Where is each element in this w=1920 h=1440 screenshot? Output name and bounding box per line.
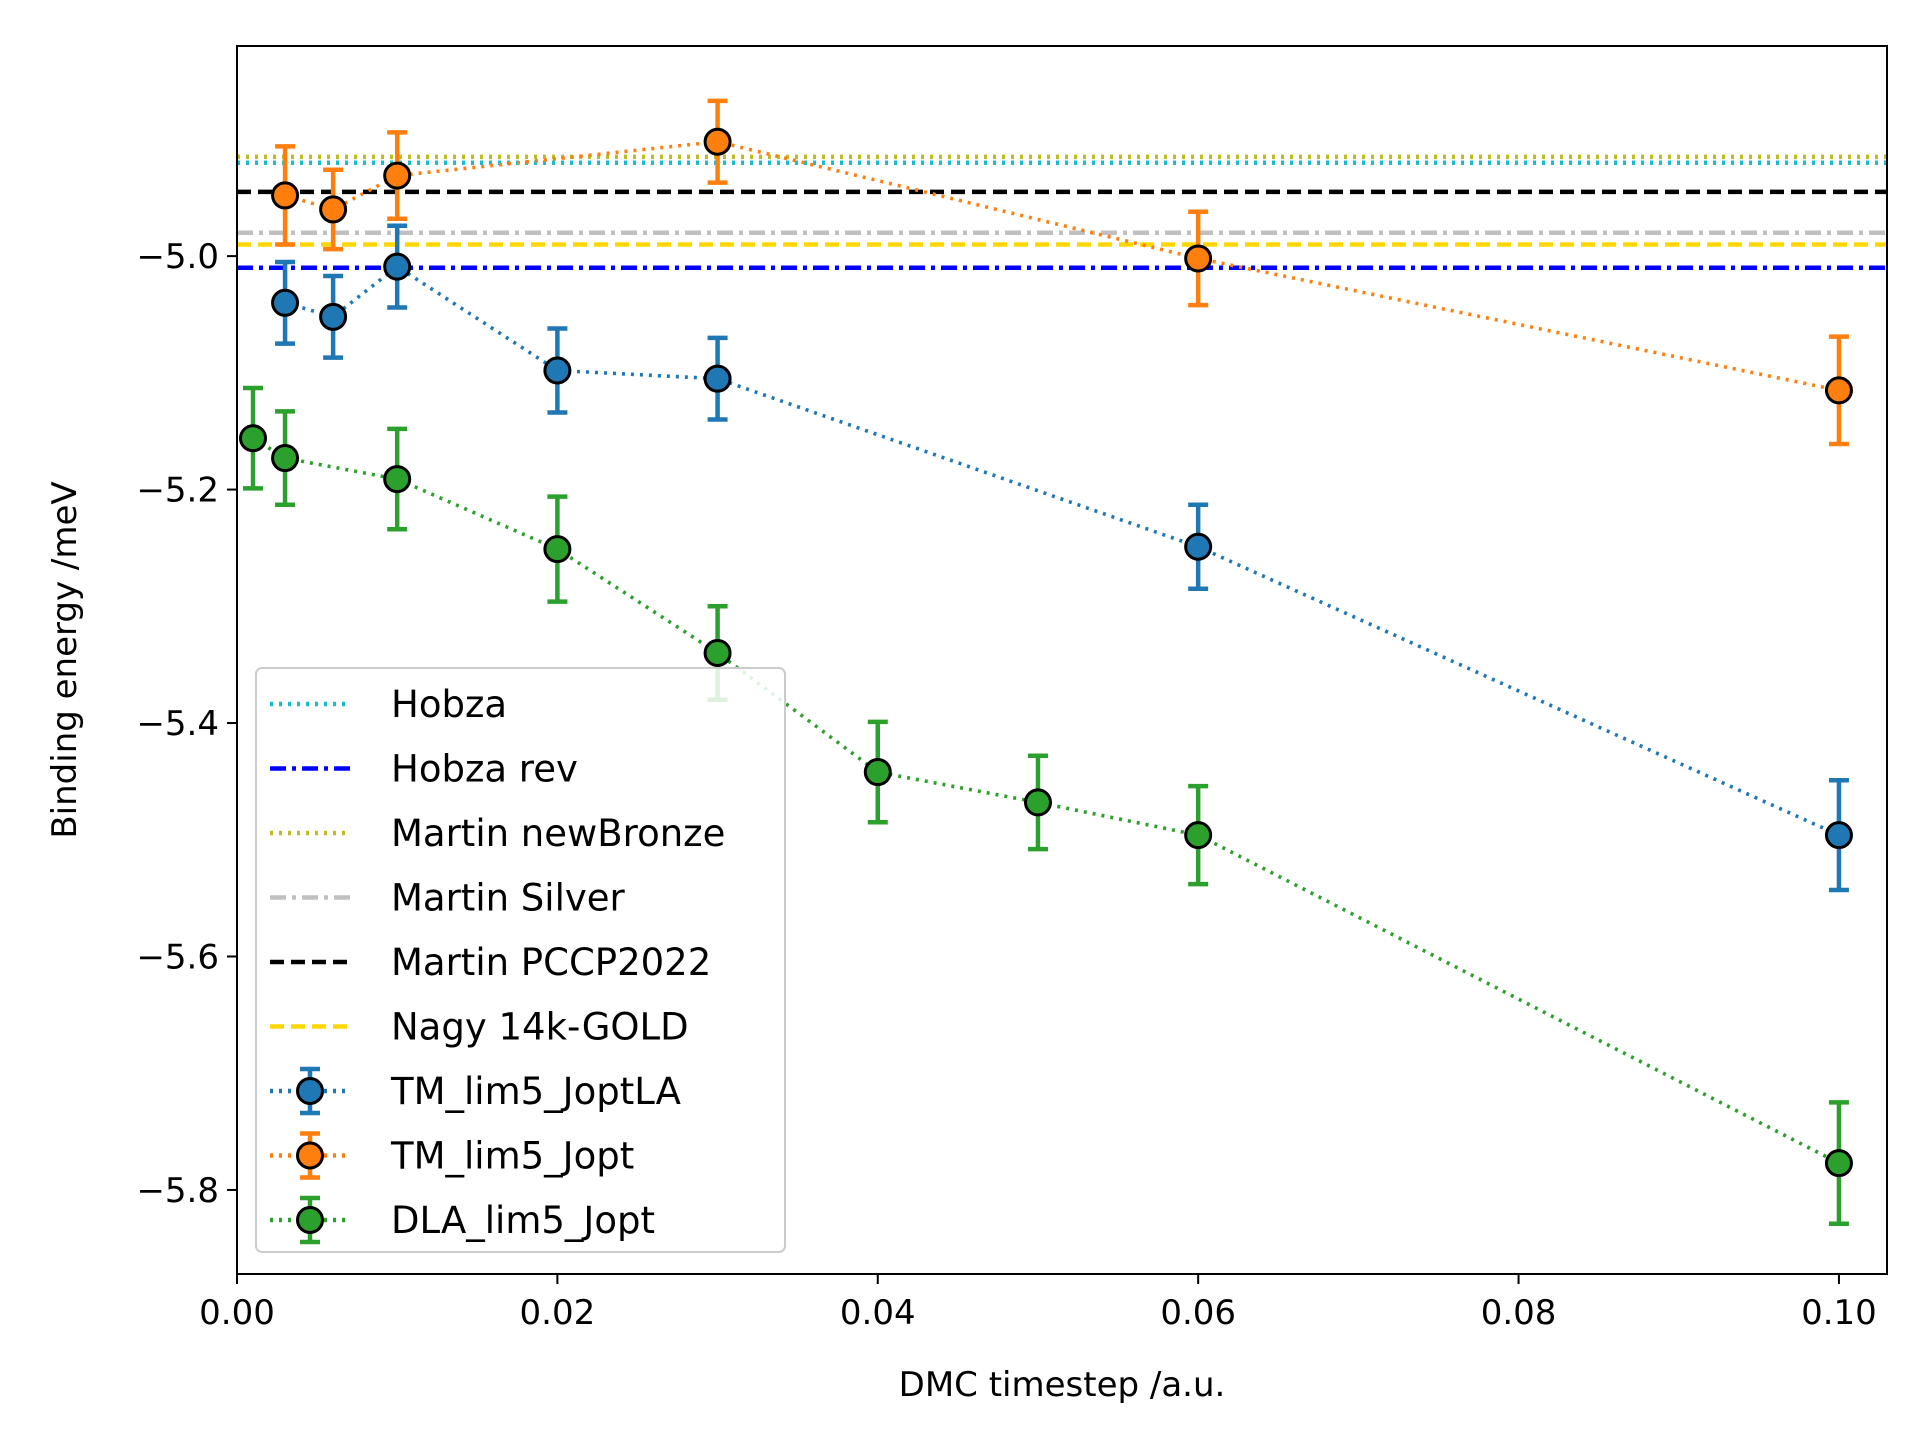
legend-label: Martin newBronze bbox=[391, 812, 725, 855]
data-point bbox=[1824, 821, 1853, 850]
legend-swatch-marker bbox=[296, 1141, 324, 1170]
legend-entry: Martin PCCP2022 bbox=[270, 941, 711, 984]
data-point bbox=[271, 181, 300, 210]
data-point bbox=[319, 195, 348, 224]
legend-entry: Martin newBronze bbox=[270, 812, 725, 855]
y-tick-label: −5.2 bbox=[136, 471, 219, 511]
data-point bbox=[1023, 788, 1052, 817]
data-series bbox=[271, 223, 1853, 893]
data-point bbox=[1184, 821, 1213, 850]
y-tick-label: −5.6 bbox=[136, 937, 219, 977]
data-point bbox=[271, 288, 300, 317]
data-point bbox=[703, 364, 732, 393]
x-tick-label: 0.02 bbox=[520, 1293, 596, 1333]
data-point bbox=[383, 161, 412, 190]
legend-label: Martin PCCP2022 bbox=[391, 941, 711, 984]
data-point bbox=[383, 252, 412, 281]
x-tick-label: 0.04 bbox=[840, 1293, 916, 1333]
data-series bbox=[239, 385, 1853, 1227]
data-point bbox=[863, 758, 892, 787]
data-series bbox=[271, 98, 1853, 447]
data-point bbox=[703, 127, 732, 156]
legend-box bbox=[255, 667, 786, 1253]
y-tick-label: −5.8 bbox=[136, 1171, 219, 1211]
legend-entry: DLA_lim5_Jopt bbox=[270, 1195, 655, 1245]
data-point bbox=[239, 424, 268, 453]
axes: 0.00 0.02 0.04 0.06 0.08 0.10 −5.8 −5.6 −5.4 −5.2… bbox=[136, 237, 1876, 1333]
data-point bbox=[1184, 244, 1213, 273]
legend-entry: TM_lim5_Jopt bbox=[270, 1131, 634, 1180]
plot-area bbox=[237, 98, 1887, 1227]
data-point bbox=[543, 356, 572, 385]
data-point bbox=[703, 638, 732, 667]
x-axis-title: DMC timestep /a.u. bbox=[899, 1365, 1226, 1405]
legend-label: Nagy 14k-GOLD bbox=[391, 1006, 689, 1049]
legend-swatch-marker bbox=[296, 1077, 324, 1105]
data-point bbox=[271, 444, 300, 473]
legend-label: DLA_lim5_Jopt bbox=[391, 1199, 655, 1242]
legend-entry: Martin Silver bbox=[270, 877, 626, 920]
legend: Hobza Hobza rev Martin newBronze Martin Sil… bbox=[255, 667, 786, 1253]
y-tick-label: −5.0 bbox=[136, 237, 219, 277]
y-tick-label: −5.4 bbox=[136, 704, 219, 744]
data-point bbox=[319, 302, 348, 331]
legend-entry: Hobza rev bbox=[270, 748, 578, 791]
data-point bbox=[383, 465, 412, 494]
x-tick-label: 0.08 bbox=[1481, 1293, 1557, 1333]
legend-label: Hobza rev bbox=[391, 748, 578, 791]
data-point bbox=[1184, 532, 1213, 561]
legend-entry: TM_lim5_JoptLA bbox=[270, 1066, 681, 1116]
legend-label: Hobza bbox=[391, 683, 507, 726]
data-point bbox=[543, 535, 572, 564]
y-axis-title: Binding energy /meV bbox=[45, 481, 85, 838]
data-point bbox=[1824, 1149, 1853, 1178]
legend-label: TM_lim5_JoptLA bbox=[390, 1070, 681, 1113]
legend-entry: Nagy 14k-GOLD bbox=[270, 1006, 689, 1049]
legend-label: Martin Silver bbox=[391, 877, 626, 920]
data-point bbox=[1824, 376, 1853, 405]
x-tick-label: 0.10 bbox=[1801, 1293, 1877, 1333]
plot-frame bbox=[236, 45, 1888, 1275]
x-tick-label: 0.06 bbox=[1160, 1293, 1236, 1333]
legend-swatch-marker bbox=[296, 1206, 324, 1234]
x-tick-label: 0.00 bbox=[199, 1293, 275, 1333]
legend-entry: Hobza bbox=[270, 683, 507, 726]
legend-label: TM_lim5_Jopt bbox=[390, 1135, 634, 1178]
